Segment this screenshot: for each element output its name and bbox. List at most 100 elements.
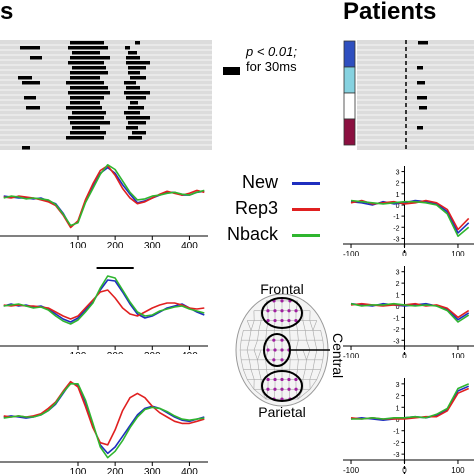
mesh-edge [295,389,299,400]
y-tick-label: 1 [396,405,400,412]
electrode-head-map: Frontal Parietal Central [235,281,346,420]
significance-segment [128,106,144,110]
electrode-dot [280,387,284,391]
significance-segment [135,41,140,45]
mesh-edge [312,330,315,341]
legend-line-rep3 [292,208,320,211]
electrode-dot [280,397,284,401]
erp-plot-left-bottom: 100 200 300 400 [0,380,208,474]
y-tick-label: 0 [396,203,400,210]
electrode-dot [266,309,270,313]
mesh-edge [306,349,311,360]
significance-segment [70,131,106,135]
electrode-dot [294,387,298,391]
y-tick-label: 0 [396,304,400,311]
mesh-edge [265,389,269,400]
electrode-dot [280,348,284,352]
y-tick-label: -3 [393,338,399,345]
mesh-edge [257,359,260,370]
mesh-edge [295,340,299,351]
mesh-edge [295,349,299,360]
mesh-edge [304,359,307,370]
mesh-edge [273,320,276,331]
significance-segment [126,96,146,100]
significance-segment [417,81,425,85]
significance-segment [126,61,150,65]
significance-segment [70,86,108,90]
significance-segment [66,106,102,110]
electrode-dot [294,377,298,382]
significance-raster-left [0,40,212,150]
y-tick-label: 1 [396,192,400,199]
series-line-rep3 [350,387,470,420]
mesh-edge [253,349,258,360]
significance-segment [417,96,427,100]
mesh-edge [320,330,324,341]
y-tick-label: 2 [396,281,400,288]
significance-segment [70,41,104,45]
electrode-dot [272,338,276,342]
significance-segment [124,81,136,85]
x-tick-label: 400 [181,241,198,248]
left-panel-title: s [0,0,14,25]
frontal-region [261,297,303,329]
significance-segment [30,56,42,60]
mesh-edge [309,369,314,380]
y-tick-label: -2 [393,440,399,447]
electrode-dot [280,358,284,362]
electrode-dot [266,348,270,352]
significance-segment [126,116,150,120]
x-tick-label: 100 [70,241,87,248]
mesh-edge [302,349,307,360]
mesh-edge [258,369,262,380]
significance-segment [68,116,104,120]
mesh-edge [239,349,242,360]
significance-segment [68,61,104,65]
electrode-dot [280,309,284,313]
significance-segment [66,136,104,140]
y-tick-label: -3 [393,236,399,243]
electrode-dot [294,309,298,313]
electrode-dot [266,318,270,323]
series-line-nback [350,199,470,237]
electrode-dot [280,338,284,342]
mesh-edge [243,369,248,380]
electrode-dot [280,299,284,303]
significance-segment [70,96,104,100]
significance-segment [128,51,137,55]
electrode-dot [294,318,298,323]
significance-segment [124,111,140,115]
significance-segment [72,111,106,115]
x-tick-label: 200 [107,241,124,248]
mesh-edge [297,389,304,400]
electrode-dot [273,318,277,323]
significance-segment [419,106,427,110]
y-tick-label: 3 [396,382,400,389]
mesh-edge [240,359,244,370]
x-tick-label: 100 [451,352,465,358]
mesh-edge [309,320,314,331]
legend-line-new [292,182,320,185]
significance-legend-line-2: for 30ms [246,59,297,74]
significance-segment [20,46,40,50]
y-tick-label: -1 [393,214,399,221]
mesh-edge [249,359,252,370]
mesh-edge [246,349,250,360]
mesh-edge [250,369,255,380]
mesh-edge [304,330,307,341]
mesh-edge [273,349,276,360]
region-color-swatch [343,118,356,146]
significance-segment [125,46,130,50]
significance-segment [128,121,146,125]
significance-segment [70,56,110,60]
mesh-edge [295,320,298,331]
x-tick-label: 100 [451,250,465,256]
x-tick-label: 200 [107,467,124,474]
mesh-edge [265,359,267,370]
x-tick-label: 100 [70,351,87,354]
parietal-label: Parietal [258,404,305,420]
mesh-edge [316,369,321,380]
electrode-dot [273,387,277,391]
significance-segment [124,91,150,95]
electrode-dot [280,377,284,382]
